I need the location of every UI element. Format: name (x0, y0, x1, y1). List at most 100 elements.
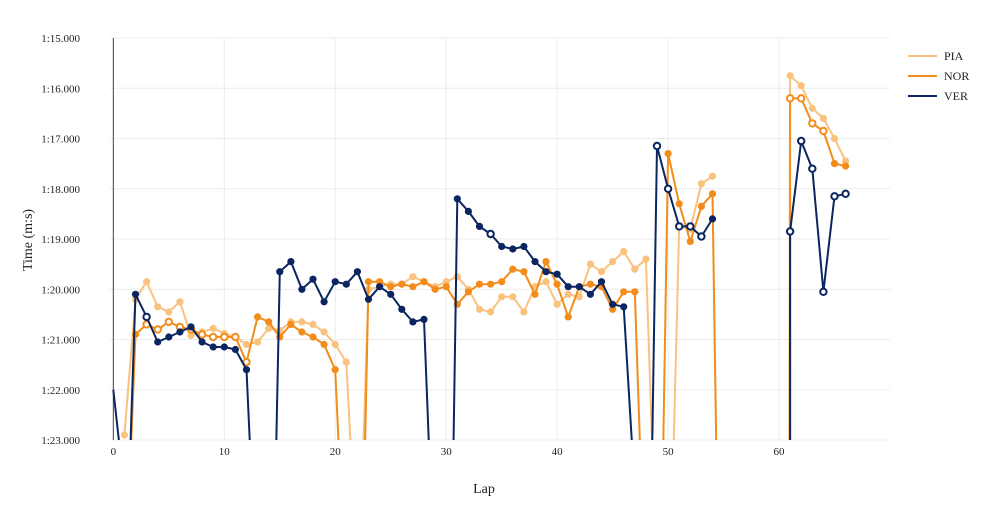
data-point-nor[interactable] (620, 288, 628, 296)
data-point-nor[interactable] (797, 94, 806, 103)
data-point-nor[interactable] (553, 280, 561, 288)
data-point-ver[interactable] (808, 164, 817, 173)
data-point-ver[interactable] (353, 268, 361, 276)
data-point-nor[interactable] (697, 202, 706, 210)
data-point-pia[interactable] (586, 260, 595, 268)
data-point-pia[interactable] (830, 134, 839, 143)
data-point-ver[interactable] (231, 345, 239, 354)
data-point-nor[interactable] (542, 258, 550, 266)
data-point-pia[interactable] (453, 273, 461, 281)
data-point-pia[interactable] (120, 431, 128, 439)
data-point-ver[interactable] (797, 136, 806, 146)
data-point-ver[interactable] (553, 270, 561, 278)
data-point-nor[interactable] (487, 280, 495, 288)
data-point-ver[interactable] (342, 280, 350, 288)
data-point-pia[interactable] (786, 72, 794, 80)
data-point-nor[interactable] (320, 340, 328, 349)
data-point-ver[interactable] (387, 290, 395, 298)
data-point-pia[interactable] (553, 300, 561, 308)
data-point-ver[interactable] (575, 283, 583, 291)
data-point-pia[interactable] (154, 303, 162, 311)
data-point-ver[interactable] (663, 184, 673, 194)
data-point-nor[interactable] (819, 126, 828, 136)
data-point-nor[interactable] (376, 278, 384, 286)
data-point-ver[interactable] (453, 195, 461, 203)
data-point-nor[interactable] (475, 280, 484, 288)
data-point-nor[interactable] (254, 313, 262, 321)
data-point-ver[interactable] (785, 227, 795, 236)
data-point-pia[interactable] (242, 340, 251, 349)
data-point-ver[interactable] (398, 305, 406, 313)
data-point-pia[interactable] (475, 305, 484, 313)
data-point-pia[interactable] (797, 82, 805, 90)
data-point-nor[interactable] (220, 332, 229, 342)
data-point-pia[interactable] (620, 248, 628, 256)
data-point-ver[interactable] (209, 343, 217, 351)
data-point-nor[interactable] (298, 328, 306, 336)
data-point-nor[interactable] (520, 268, 528, 276)
data-point-pia[interactable] (708, 172, 717, 180)
data-point-nor[interactable] (442, 283, 450, 291)
data-point-nor[interactable] (231, 332, 240, 342)
data-point-nor[interactable] (197, 330, 207, 339)
data-point-pia[interactable] (187, 331, 195, 340)
data-point-pia[interactable] (442, 278, 450, 286)
data-point-nor[interactable] (531, 290, 539, 298)
data-point-ver[interactable] (331, 278, 339, 286)
data-point-ver[interactable] (198, 338, 206, 346)
data-point-pia[interactable] (309, 320, 317, 328)
data-point-nor[interactable] (509, 265, 517, 273)
data-point-ver[interactable] (298, 285, 306, 293)
data-point-pia[interactable] (808, 104, 816, 112)
data-point-ver[interactable] (531, 258, 539, 266)
data-point-pia[interactable] (564, 290, 572, 298)
data-point-ver[interactable] (708, 215, 717, 223)
data-point-nor[interactable] (675, 200, 683, 208)
data-point-nor[interactable] (409, 283, 417, 291)
data-point-ver[interactable] (564, 283, 572, 291)
data-point-pia[interactable] (609, 258, 617, 266)
data-point-pia[interactable] (520, 308, 528, 316)
data-point-nor[interactable] (209, 332, 218, 342)
data-point-nor[interactable] (387, 283, 395, 291)
data-point-ver[interactable] (697, 232, 706, 241)
data-point-ver[interactable] (131, 290, 140, 298)
data-point-pia[interactable] (819, 114, 828, 122)
data-point-nor[interactable] (631, 288, 639, 296)
data-point-nor[interactable] (331, 366, 339, 374)
data-point-pia[interactable] (697, 180, 706, 188)
data-point-pia[interactable] (842, 157, 850, 165)
data-point-nor[interactable] (265, 318, 273, 326)
data-point-ver[interactable] (498, 242, 506, 251)
data-point-ver[interactable] (409, 318, 417, 326)
data-point-nor[interactable] (287, 320, 295, 328)
data-point-pia[interactable] (487, 308, 495, 316)
data-point-pia[interactable] (642, 255, 650, 263)
data-point-pia[interactable] (320, 328, 328, 336)
data-point-ver[interactable] (187, 323, 195, 331)
data-point-pia[interactable] (409, 273, 417, 281)
legend[interactable]: PIA NOR VER (908, 49, 969, 103)
data-point-pia[interactable] (331, 340, 339, 349)
data-point-nor[interactable] (364, 278, 373, 286)
data-point-ver[interactable] (586, 290, 595, 298)
data-point-nor[interactable] (309, 333, 317, 341)
data-point-ver[interactable] (276, 268, 284, 276)
data-point-ver[interactable] (165, 333, 173, 341)
data-point-nor[interactable] (276, 333, 284, 341)
data-point-pia[interactable] (597, 268, 606, 276)
data-point-pia[interactable] (209, 324, 217, 332)
data-point-nor[interactable] (564, 313, 572, 321)
data-point-ver[interactable] (420, 315, 428, 323)
data-point-pia[interactable] (254, 338, 262, 346)
data-point-pia[interactable] (631, 265, 639, 273)
data-point-pia[interactable] (298, 318, 306, 326)
data-point-nor[interactable] (609, 305, 617, 313)
legend-item-pia[interactable]: PIA (908, 49, 964, 63)
data-point-pia[interactable] (265, 324, 273, 332)
data-point-nor[interactable] (498, 278, 506, 286)
data-point-ver[interactable] (542, 268, 550, 276)
data-point-ver[interactable] (675, 222, 684, 231)
data-point-ver[interactable] (154, 338, 162, 346)
data-point-pia[interactable] (575, 293, 583, 301)
